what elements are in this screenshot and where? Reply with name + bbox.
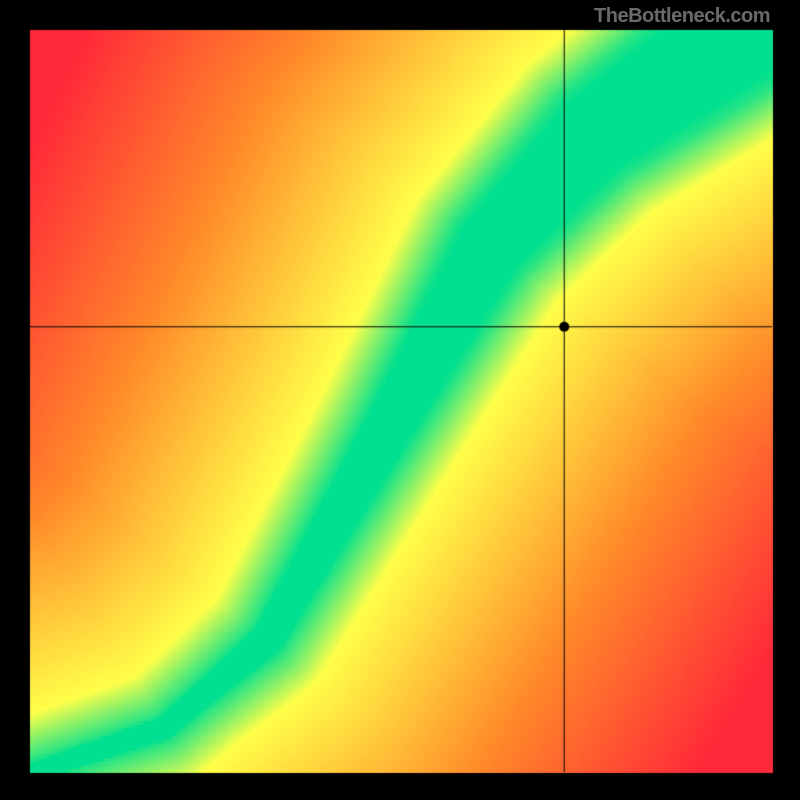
heatmap-canvas [0, 0, 800, 800]
watermark-text: TheBottleneck.com [594, 5, 770, 28]
chart-container: TheBottleneck.com [0, 0, 800, 800]
